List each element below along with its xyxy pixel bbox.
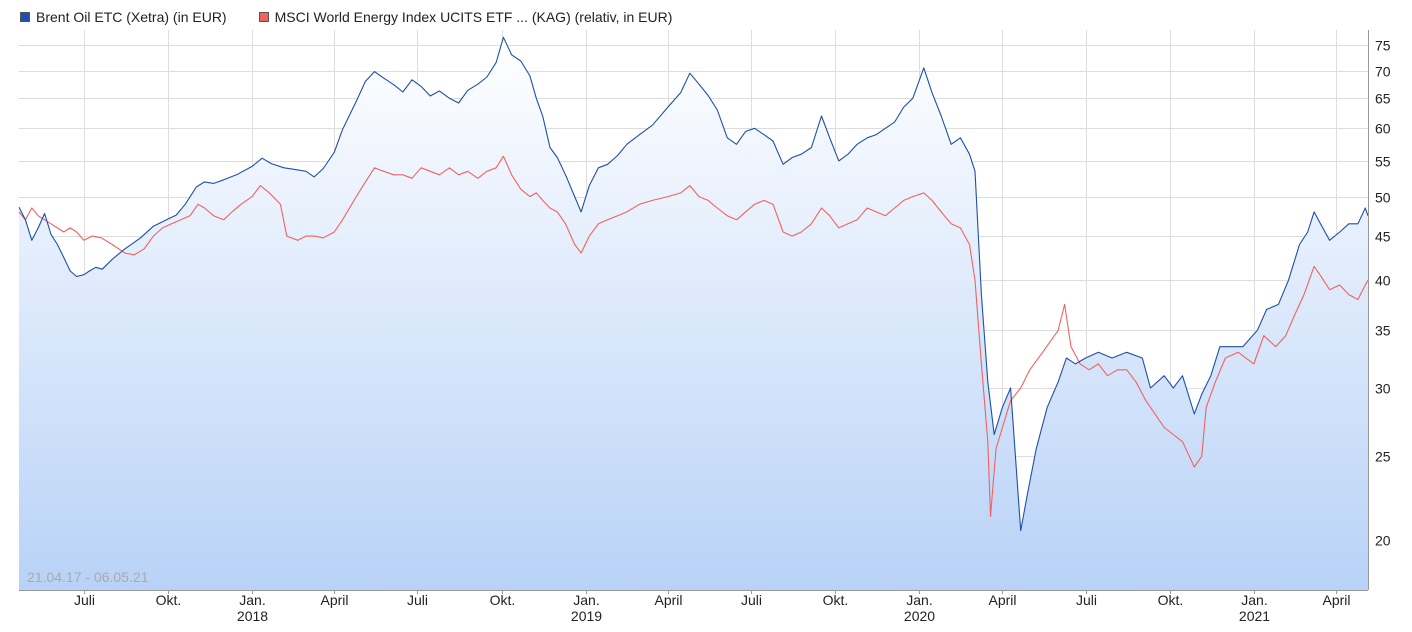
x-tick-label: Okt. [823, 592, 849, 608]
x-tick-label: Okt. [1158, 592, 1184, 608]
x-tick-label: Jan. [906, 592, 932, 608]
y-tick-label: 25 [1375, 449, 1391, 465]
legend-label-msci: MSCI World Energy Index UCITS ETF ... (K… [274, 9, 673, 25]
x-tick-label: Juli [741, 592, 762, 608]
y-tick-label: 30 [1375, 381, 1391, 397]
y-tick-label: 55 [1375, 154, 1391, 170]
x-tick-label: Juli [74, 592, 95, 608]
x-tick-label: Juli [1076, 592, 1097, 608]
x-tick-year-label: 2021 [1239, 608, 1270, 624]
x-tick-label: April [988, 592, 1016, 608]
x-tick-label: Okt. [490, 592, 516, 608]
x-tick-year-label: 2019 [571, 608, 602, 624]
x-tick-year-label: 2020 [904, 608, 935, 624]
legend-swatch-brent [20, 12, 30, 22]
y-tick-label: 20 [1375, 533, 1391, 549]
y-tick-label: 75 [1375, 38, 1391, 54]
series-line-msci [18, 155, 1369, 517]
x-tick-label: Okt. [156, 592, 182, 608]
y-tick-label: 70 [1375, 64, 1391, 80]
y-tick-label: 65 [1375, 91, 1391, 107]
date-range-label: 21.04.17 - 06.05.21 [27, 569, 149, 585]
x-tick-year-label: 2018 [237, 608, 268, 624]
x-tick-label: April [654, 592, 682, 608]
x-tick-label: Jan. [239, 592, 265, 608]
x-tick-label: April [320, 592, 348, 608]
legend-label-brent: Brent Oil ETC (Xetra) (in EUR) [36, 9, 227, 25]
series-lines [18, 36, 1369, 532]
x-tick-label: Jan. [573, 592, 599, 608]
legend-item-brent[interactable]: Brent Oil ETC (Xetra) (in EUR) [20, 9, 227, 25]
legend-swatch-msci [258, 12, 269, 22]
y-tick-label: 35 [1375, 323, 1391, 339]
y-tick-label: 50 [1375, 190, 1391, 206]
series-line-brent [18, 36, 1369, 532]
brent-area [19, 37, 1368, 591]
legend-item-msci[interactable]: MSCI World Energy Index UCITS ETF ... (K… [258, 9, 673, 25]
x-tick-label: Jan. [1241, 592, 1267, 608]
chart-legend: Brent Oil ETC (Xetra) (in EUR) MSCI Worl… [20, 8, 704, 26]
y-tick-label: 40 [1375, 273, 1391, 289]
x-tick-label: April [1322, 592, 1350, 608]
y-tick-label: 60 [1375, 121, 1391, 137]
area-fill [19, 37, 1368, 591]
y-tick-label: 45 [1375, 229, 1391, 245]
x-tick-label: Juli [407, 592, 428, 608]
